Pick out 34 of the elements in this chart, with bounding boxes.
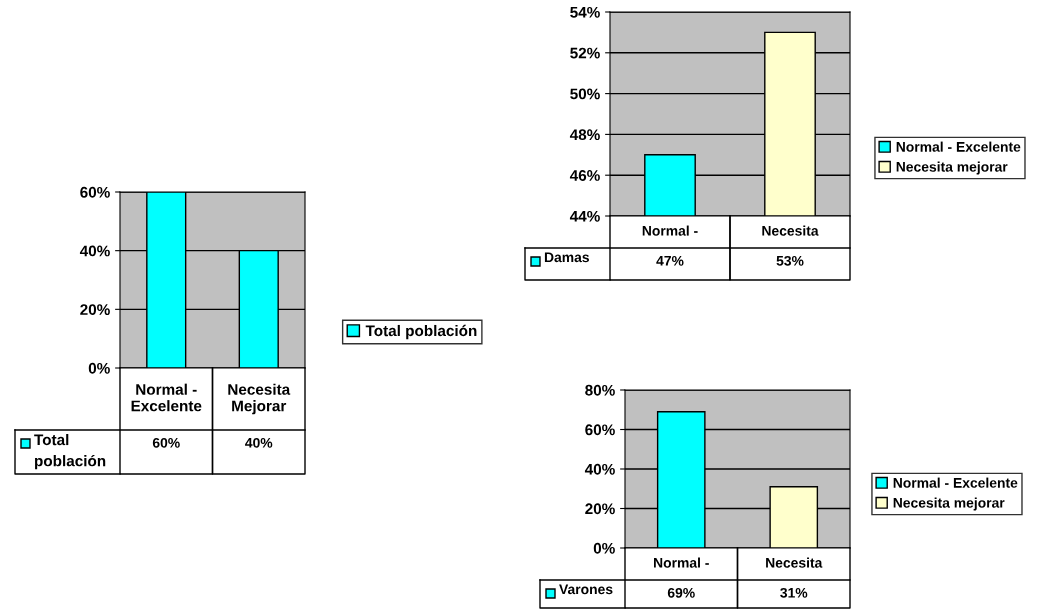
data-label: 53% xyxy=(776,255,804,266)
y-tick-label: 48% xyxy=(569,129,600,141)
legend-label: Total población xyxy=(365,324,477,340)
y-tick-label: 44% xyxy=(569,210,600,222)
x-tick-label: Necesita xyxy=(766,557,823,568)
y-tick-label: 52% xyxy=(570,47,600,59)
data-label: 40% xyxy=(245,437,273,448)
y-tick-label: 20% xyxy=(80,304,110,316)
y-tick-label: 54% xyxy=(570,6,600,18)
legend-label: Necesita mejorar xyxy=(893,497,1005,511)
y-tick-label: 0% xyxy=(88,362,110,374)
legend-label: Normal - Excelente xyxy=(896,141,1021,152)
legend-label: Necesita mejorar xyxy=(896,161,1008,175)
y-tick-label: 40% xyxy=(584,463,615,475)
y-tick-label: 20% xyxy=(585,503,615,515)
data-label: 47% xyxy=(656,255,684,266)
x-tick-label: Necesita Mejorar xyxy=(228,383,291,415)
data-label: 69% xyxy=(667,587,695,598)
y-tick-label: 60% xyxy=(80,186,110,198)
data-label: 31% xyxy=(780,587,808,598)
y-tick-label: 0% xyxy=(593,542,615,554)
data-label: 60% xyxy=(152,437,180,448)
y-tick-label: 46% xyxy=(569,170,600,181)
text: Damas xyxy=(544,252,589,263)
text: Total población xyxy=(34,434,106,470)
x-tick-label: Normal - xyxy=(654,557,709,568)
y-tick-label: 80% xyxy=(585,384,615,396)
y-tick-label: 40% xyxy=(79,245,110,257)
y-tick-label: 50% xyxy=(570,88,600,100)
legend-label: Normal - Excelente xyxy=(893,477,1018,488)
text: Varones xyxy=(559,584,613,595)
x-tick-label: Necesita xyxy=(762,225,819,236)
y-tick-label: 60% xyxy=(585,424,615,436)
x-tick-label: Normal - xyxy=(642,225,698,236)
